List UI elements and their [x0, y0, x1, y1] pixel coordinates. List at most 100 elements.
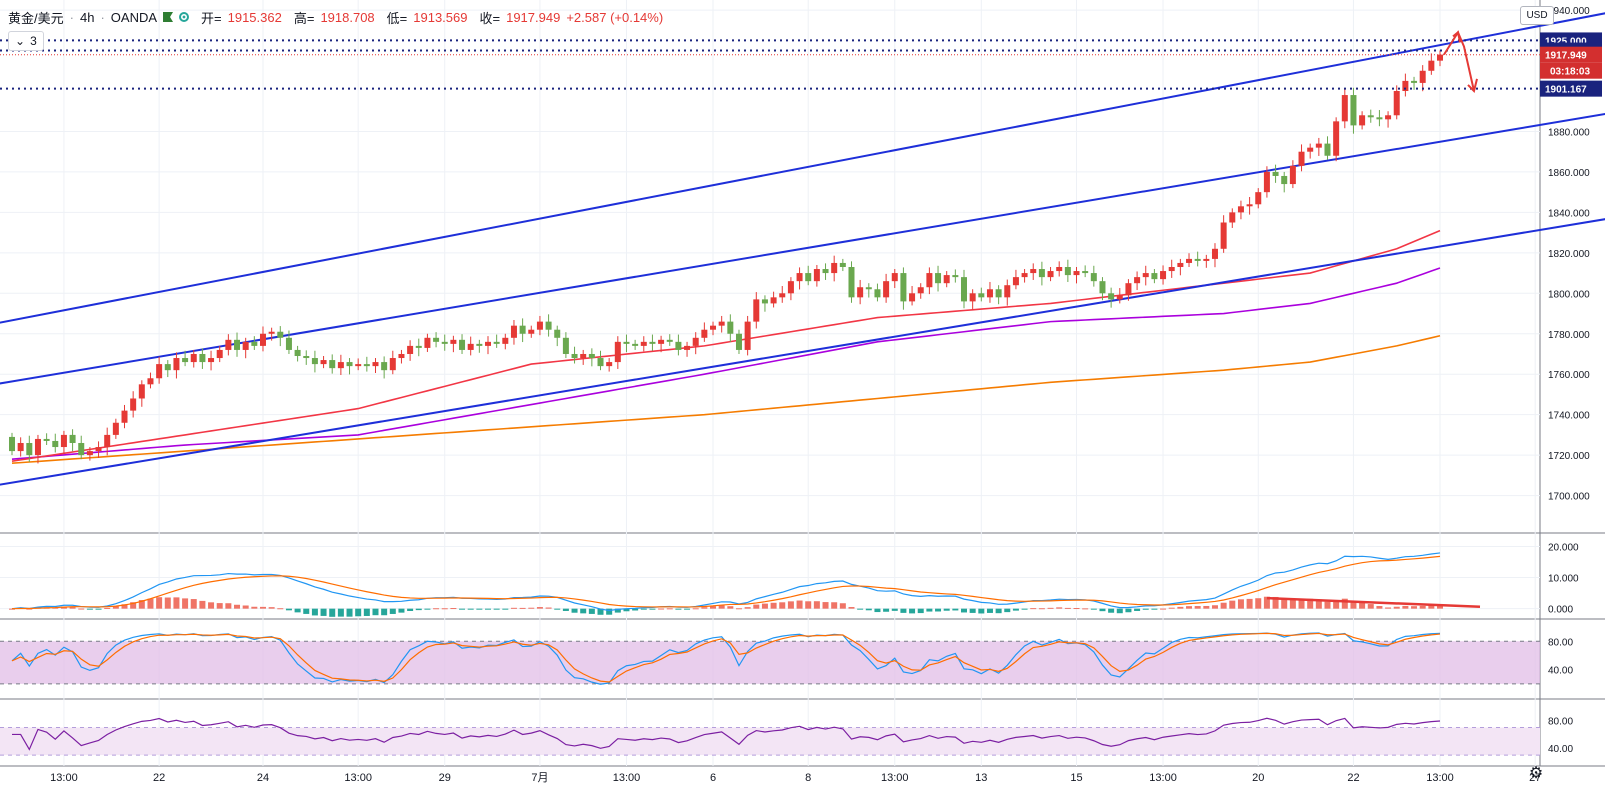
macd-histogram-bar	[969, 608, 976, 613]
macd-histogram-bar	[147, 598, 154, 609]
candle-body	[1142, 273, 1149, 278]
candle-body	[779, 293, 786, 298]
candle-body	[986, 289, 993, 298]
candle-body	[1428, 60, 1435, 71]
candle-body	[1012, 277, 1019, 286]
candle-body	[943, 275, 950, 284]
candle-body	[588, 353, 595, 359]
macd-histogram-bar	[459, 608, 466, 610]
symbol-name[interactable]: 黄金/美元	[8, 10, 64, 26]
trend-channel-line	[0, 218, 1605, 486]
candle-body	[744, 321, 751, 350]
macd-histogram-bar	[1134, 608, 1141, 611]
interval-label[interactable]: 4h	[79, 9, 95, 25]
candle-body	[415, 345, 422, 348]
candle-body	[95, 447, 102, 452]
macd-histogram-bar	[1220, 602, 1227, 609]
macd-line	[11, 552, 1441, 612]
macd-histogram-bar	[1263, 596, 1270, 609]
macd-histogram-bar	[536, 607, 543, 609]
macd-histogram-bar	[1281, 598, 1288, 609]
macd-histogram-bar	[251, 606, 258, 609]
level-label: 1901.167	[1545, 85, 1587, 96]
macd-histogram-bar	[1315, 599, 1322, 609]
macd-histogram-bar	[640, 608, 647, 610]
candle-body	[208, 358, 215, 363]
candle-body	[1393, 91, 1400, 116]
macd-histogram-bar	[69, 607, 76, 609]
candle-body	[78, 442, 85, 456]
macd-histogram-bar	[398, 608, 405, 613]
candle-body	[658, 339, 665, 344]
stoch-tick-label: 80.00	[1548, 637, 1573, 648]
legend-separator: ·	[100, 9, 105, 25]
macd-histogram-bar	[1393, 606, 1400, 609]
candle-body	[147, 378, 154, 385]
time-tick-label: 13:00	[50, 772, 78, 784]
candle-body	[753, 299, 760, 322]
macd-histogram-bar	[1333, 600, 1340, 609]
candle-body	[1272, 171, 1279, 176]
candle-body	[770, 297, 777, 304]
macd-histogram-bar	[891, 608, 898, 611]
trend-channel-line	[0, 12, 1605, 324]
close-label: 收=	[479, 10, 501, 26]
macd-tick-label: 0.000	[1548, 605, 1573, 616]
candle-body	[407, 345, 414, 354]
candle-body	[1134, 277, 1141, 284]
candle-body	[666, 339, 673, 342]
candle-body	[813, 269, 820, 282]
candle-body	[692, 337, 699, 346]
macd-histogram-bar	[701, 607, 708, 609]
macd-tick-label: 20.000	[1548, 542, 1579, 553]
macd-histogram-bar	[311, 608, 318, 616]
candle-body	[9, 436, 15, 452]
candle-body	[1229, 212, 1236, 223]
eye-dot-icon[interactable]	[179, 12, 190, 22]
macd-histogram-bar	[389, 608, 396, 614]
macd-histogram-bar	[831, 602, 838, 609]
candle-body	[848, 267, 855, 298]
candle-body	[597, 358, 604, 367]
macd-histogram-bar	[1108, 608, 1115, 613]
candle-body	[640, 341, 647, 346]
macd-histogram-bar	[675, 608, 682, 610]
macd-histogram-bar	[813, 601, 820, 609]
candle-body	[1064, 267, 1071, 276]
macd-histogram-bar	[355, 608, 362, 617]
macd-histogram-bar	[571, 608, 578, 613]
candle-body	[190, 353, 197, 363]
time-tick-label: 8	[805, 772, 811, 784]
macd-histogram-bar	[649, 608, 656, 610]
candle-body	[112, 422, 119, 435]
gear-icon[interactable]: ⚙	[1528, 765, 1544, 782]
currency-badge[interactable]: USD	[1520, 6, 1554, 25]
candle-body	[303, 356, 310, 359]
macd-histogram-bar	[190, 599, 197, 609]
candle-body	[1099, 281, 1106, 294]
macd-histogram-bar	[978, 608, 985, 614]
indicators-toggle[interactable]: ⌄ 3	[8, 31, 44, 51]
macd-histogram-bar	[1004, 608, 1011, 613]
macd-histogram-bar	[666, 608, 673, 610]
macd-histogram-bar	[493, 608, 500, 610]
price-tick-label: 1940.000	[1548, 6, 1590, 17]
candle-body	[562, 337, 569, 354]
candle-body	[459, 339, 466, 350]
macd-histogram-bar	[1419, 605, 1426, 609]
macd-histogram-bar	[926, 608, 933, 612]
candle-body	[1255, 192, 1262, 205]
candle-body	[1056, 267, 1063, 272]
macd-histogram-bar	[1073, 608, 1080, 610]
candle-body	[649, 341, 656, 344]
macd-tick-label: 10.000	[1548, 574, 1579, 585]
time-tick-label: 29	[439, 772, 451, 784]
candle-body	[1082, 271, 1089, 274]
time-tick-label: 13:00	[613, 772, 641, 784]
flag-icon[interactable]	[163, 12, 174, 22]
price-tick-label: 1860.000	[1548, 168, 1590, 179]
macd-histogram-bar	[917, 608, 924, 614]
candle-body	[571, 353, 578, 359]
candle-body	[34, 438, 41, 456]
